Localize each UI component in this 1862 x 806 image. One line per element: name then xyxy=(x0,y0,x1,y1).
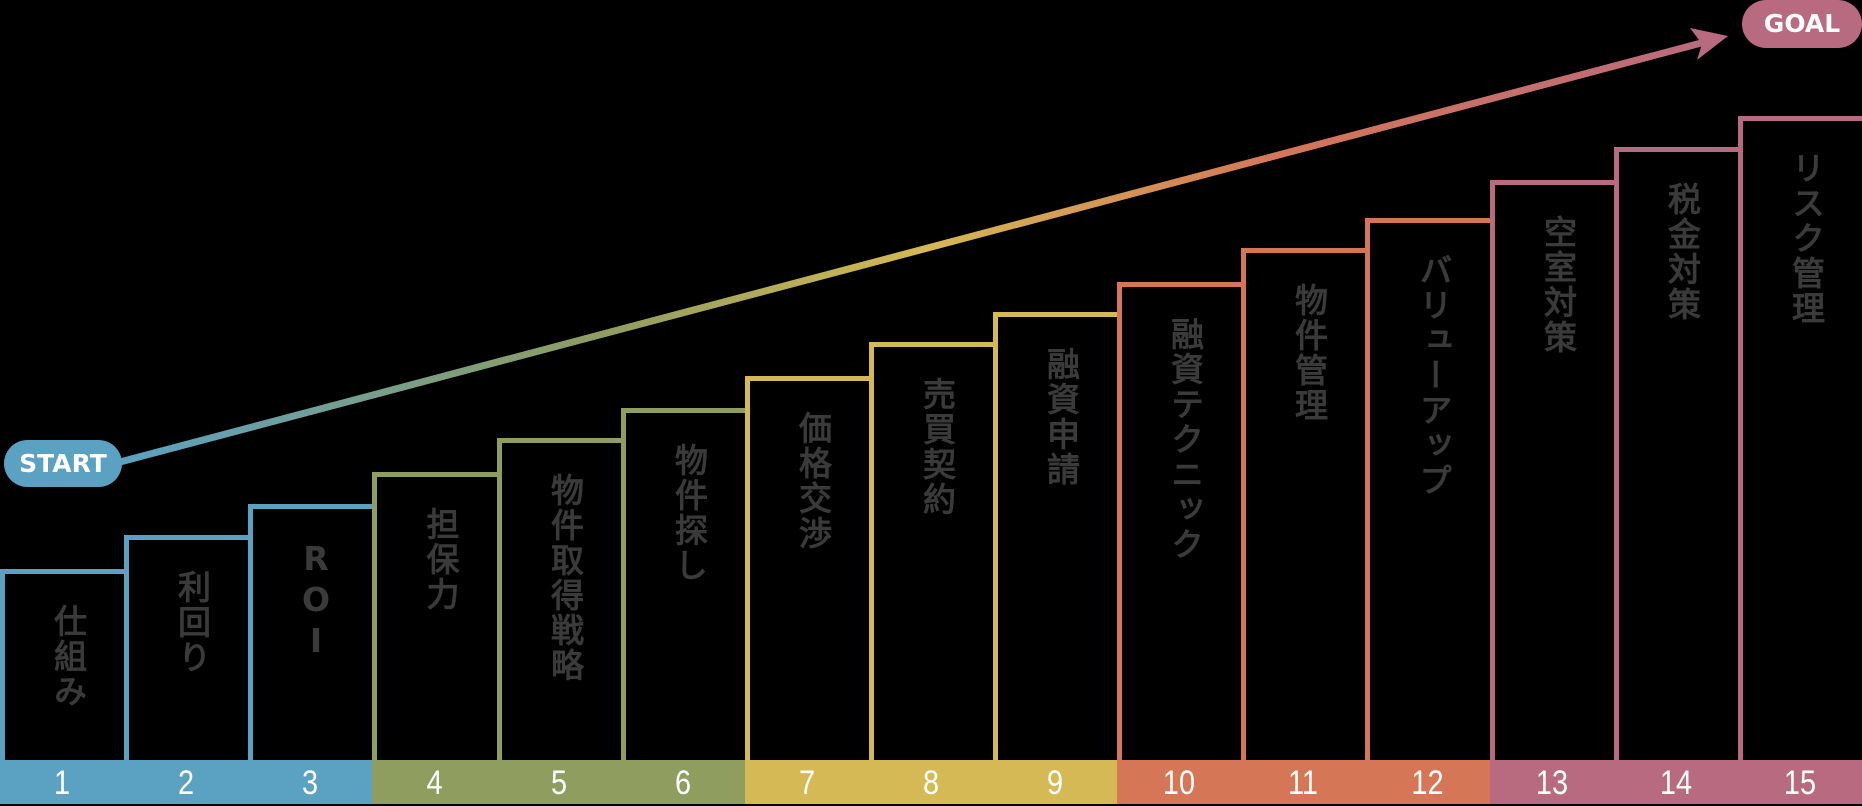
step-number-bar xyxy=(0,760,125,804)
step-label: 融資申請 xyxy=(1041,347,1081,487)
step-label: 物件探し xyxy=(669,443,709,583)
step-number: 9 xyxy=(1046,764,1064,802)
step-label: 売買契約 xyxy=(917,377,957,517)
step-number-bar xyxy=(993,760,1118,804)
step-number: 10 xyxy=(1162,764,1196,802)
step-6: 物件探し xyxy=(621,408,750,760)
step-3: ROI xyxy=(248,504,377,760)
step-7: 価格交渉 xyxy=(745,376,874,760)
step-8: 売買契約 xyxy=(869,342,998,760)
step-15: リスク管理 xyxy=(1738,116,1862,760)
step-number: 13 xyxy=(1535,764,1569,802)
start-badge: START xyxy=(4,440,122,487)
step-label: バリューアップ xyxy=(1414,253,1453,498)
step-number-bar xyxy=(1738,760,1862,804)
step-number-bar xyxy=(372,760,498,804)
step-number: 5 xyxy=(550,764,568,802)
step-number-bar xyxy=(869,760,994,804)
step-number: 11 xyxy=(1287,764,1318,802)
step-number-bar xyxy=(248,760,373,804)
step-number: 7 xyxy=(798,764,816,802)
step-number: 3 xyxy=(301,764,319,802)
step-number-bar xyxy=(124,760,249,804)
step-label: 空室対策 xyxy=(1538,215,1578,355)
step-label: ROI xyxy=(296,539,336,662)
step-number-bar xyxy=(1365,760,1491,804)
step-number: 4 xyxy=(426,764,443,802)
step-11: 物件管理 xyxy=(1241,248,1370,760)
step-label: 仕組み xyxy=(48,604,88,709)
step-number: 1 xyxy=(53,764,71,802)
step-label: 利回り xyxy=(172,570,212,675)
step-number: 15 xyxy=(1783,764,1817,802)
step-label: リスク管理 xyxy=(1786,151,1826,326)
step-label: 物件取得戦略 xyxy=(545,473,585,683)
step-number: 8 xyxy=(922,764,940,802)
step-number-bar xyxy=(1117,760,1242,804)
step-number: 12 xyxy=(1411,764,1444,802)
step-label: 担保力 xyxy=(421,507,460,612)
step-label: 融資テクニック xyxy=(1165,317,1205,562)
arrow-head-icon xyxy=(1690,28,1728,60)
step-4: 担保力 xyxy=(372,472,502,760)
step-number-bar xyxy=(497,760,622,804)
step-number-bar xyxy=(1490,760,1615,804)
step-number: 6 xyxy=(674,764,692,802)
step-number: 14 xyxy=(1659,764,1693,802)
step-number-bar xyxy=(1614,760,1739,804)
step-number-bar xyxy=(1241,760,1366,804)
step-number: 2 xyxy=(177,764,195,802)
step-label: 価格交渉 xyxy=(793,411,833,551)
step-13: 空室対策 xyxy=(1490,180,1619,760)
step-2: 利回り xyxy=(124,535,253,760)
step-label: 物件管理 xyxy=(1289,283,1329,423)
step-label: 税金対策 xyxy=(1662,182,1702,322)
step-14: 税金対策 xyxy=(1614,147,1743,760)
step-12: バリューアップ xyxy=(1365,218,1495,760)
step-number-bar xyxy=(621,760,746,804)
step-1: 仕組み xyxy=(0,569,129,760)
step-9: 融資申請 xyxy=(993,312,1122,760)
goal-badge: GOAL xyxy=(1742,0,1862,48)
step-number-bar xyxy=(745,760,870,804)
step-10: 融資テクニック xyxy=(1117,282,1246,760)
step-5: 物件取得戦略 xyxy=(497,438,626,760)
